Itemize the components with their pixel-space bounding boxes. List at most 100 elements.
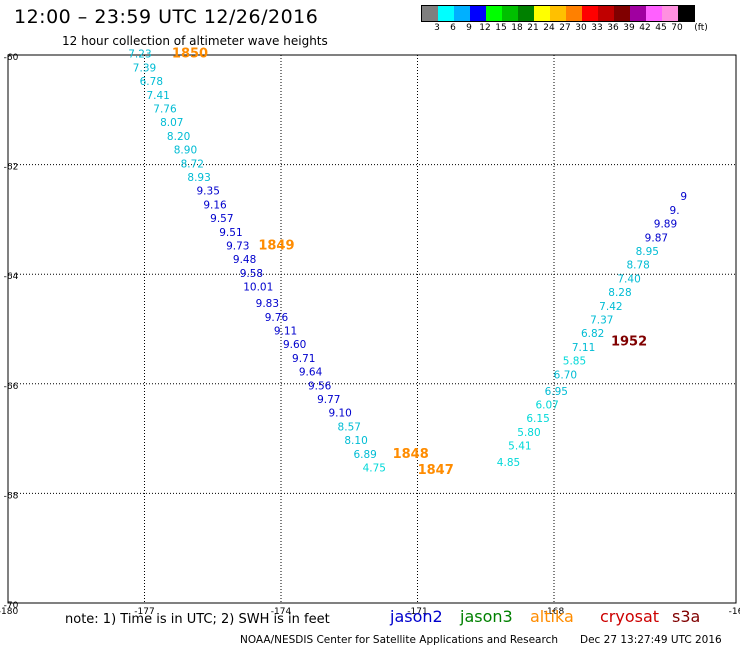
wave-height-label: 9.73 bbox=[226, 241, 249, 253]
legend-value: 70 bbox=[671, 23, 683, 33]
satellite-jason2: jason2 bbox=[390, 607, 443, 626]
color-swatch bbox=[662, 6, 678, 21]
legend-unit: (ft) bbox=[694, 23, 708, 33]
wave-height-label: 7.42 bbox=[599, 301, 622, 313]
wave-height-label: 9. bbox=[670, 205, 680, 217]
wave-height-label: 4.75 bbox=[363, 462, 386, 474]
wave-height-label: 8.57 bbox=[338, 421, 361, 433]
wave-height-label: 8.95 bbox=[636, 246, 659, 258]
wave-height-label: 5.41 bbox=[508, 441, 531, 453]
color-swatch bbox=[486, 6, 502, 21]
satellite-jason3: jason3 bbox=[460, 607, 513, 626]
x-tick-label: -168 bbox=[544, 607, 565, 617]
x-tick-label: -171 bbox=[407, 607, 427, 617]
legend-value: 36 bbox=[607, 23, 619, 33]
wave-height-label: 8.93 bbox=[187, 172, 210, 184]
wave-height-label: 7.41 bbox=[146, 90, 169, 102]
wave-height-label: 9.71 bbox=[292, 353, 315, 365]
wave-height-label: 9.77 bbox=[317, 394, 340, 406]
color-swatch bbox=[550, 6, 566, 21]
y-tick-label: -60 bbox=[4, 53, 19, 63]
color-swatch bbox=[518, 6, 534, 21]
legend-value: 18 bbox=[511, 23, 523, 33]
satellite-s3a: s3a bbox=[672, 607, 701, 626]
wave-height-label: 8.07 bbox=[160, 117, 183, 129]
y-tick-label: -62 bbox=[4, 163, 19, 173]
plot-frame bbox=[7, 54, 737, 604]
wave-height-label: 9.83 bbox=[256, 298, 279, 310]
color-scale-legend bbox=[421, 5, 695, 22]
legend-value: 15 bbox=[495, 23, 507, 33]
wave-height-label: 7.23 bbox=[128, 49, 151, 61]
time-label: 1848 bbox=[393, 447, 429, 462]
x-tick-label: -174 bbox=[271, 607, 292, 617]
wave-height-label: 6.82 bbox=[581, 328, 604, 340]
color-swatch bbox=[502, 6, 518, 21]
wave-height-label: 8.72 bbox=[181, 158, 204, 170]
wave-height-label: 9.57 bbox=[210, 213, 233, 225]
satellite-altika: altika bbox=[530, 607, 574, 626]
wave-height-label: 9.35 bbox=[197, 186, 220, 198]
wave-height-label: 9.48 bbox=[233, 254, 256, 266]
wave-height-label: 6.95 bbox=[545, 386, 568, 398]
y-tick-label: -64 bbox=[4, 272, 19, 282]
wave-height-label: 8.78 bbox=[626, 260, 649, 272]
wave-height-label: 9 bbox=[680, 191, 687, 203]
legend-value: 24 bbox=[543, 23, 555, 33]
units-note: note: 1) Time is in UTC; 2) SWH is in fe… bbox=[65, 612, 330, 627]
wave-height-label: 6.78 bbox=[140, 76, 163, 88]
wave-height-label: 7.39 bbox=[133, 62, 156, 74]
wave-height-label: 7.40 bbox=[617, 273, 640, 285]
wave-height-label: 8.28 bbox=[608, 287, 631, 299]
y-tick-label: -68 bbox=[4, 491, 19, 501]
color-swatch bbox=[614, 6, 630, 21]
wave-height-label: 9.58 bbox=[240, 268, 263, 280]
wave-height-label: 9.64 bbox=[299, 367, 323, 379]
wave-height-label: 9.16 bbox=[203, 199, 227, 211]
y-tick-label: -66 bbox=[4, 382, 19, 392]
legend-value: 21 bbox=[527, 23, 539, 33]
wave-height-label: 7.11 bbox=[572, 342, 595, 354]
wave-height-label: 7.37 bbox=[590, 315, 613, 327]
legend-value: 33 bbox=[591, 23, 603, 33]
color-swatch bbox=[534, 6, 550, 21]
legend-value: 30 bbox=[575, 23, 587, 33]
time-label: 1849 bbox=[258, 239, 294, 254]
wave-height-label: 9.56 bbox=[308, 380, 332, 392]
color-swatch bbox=[470, 6, 486, 21]
generated-timestamp: Dec 27 13:27:49 UTC 2016 bbox=[580, 634, 722, 646]
color-swatch bbox=[646, 6, 662, 21]
wave-height-label: 9.87 bbox=[645, 232, 668, 244]
color-swatch bbox=[598, 6, 614, 21]
color-swatch bbox=[566, 6, 582, 21]
legend-value: 45 bbox=[655, 23, 667, 33]
color-swatch bbox=[582, 6, 598, 21]
color-swatch bbox=[438, 6, 454, 21]
wave-height-label: 8.90 bbox=[174, 145, 197, 157]
color-swatch bbox=[630, 6, 646, 21]
wave-height-label: 9.10 bbox=[328, 408, 351, 420]
wave-height-label: 7.76 bbox=[153, 104, 177, 116]
wave-height-label: 5.85 bbox=[563, 356, 586, 368]
color-swatch bbox=[422, 6, 438, 21]
color-swatch bbox=[454, 6, 470, 21]
time-label: 1847 bbox=[418, 463, 454, 478]
time-label: 1952 bbox=[611, 334, 647, 349]
chart-title: 12:00 – 23:59 UTC 12/26/2016 bbox=[14, 6, 319, 28]
wave-height-label: 9.51 bbox=[219, 227, 242, 239]
legend-value: 42 bbox=[639, 23, 651, 33]
wave-height-label: 6.15 bbox=[526, 413, 549, 425]
y-tick-label: -70 bbox=[4, 601, 19, 611]
time-label: 1850 bbox=[172, 47, 208, 62]
wave-height-label: 9.89 bbox=[654, 219, 677, 231]
legend-value: 27 bbox=[559, 23, 571, 33]
wave-height-label: 9.60 bbox=[283, 339, 306, 351]
chart-subtitle: 12 hour collection of altimeter wave hei… bbox=[62, 34, 328, 48]
wave-height-label: 5.80 bbox=[517, 427, 540, 439]
x-tick-label: -180 bbox=[0, 607, 18, 617]
legend-value: 3 bbox=[434, 23, 440, 33]
legend-value: 39 bbox=[623, 23, 635, 33]
wave-height-label: 8.10 bbox=[344, 435, 367, 447]
wave-height-label: 9.76 bbox=[265, 312, 289, 324]
